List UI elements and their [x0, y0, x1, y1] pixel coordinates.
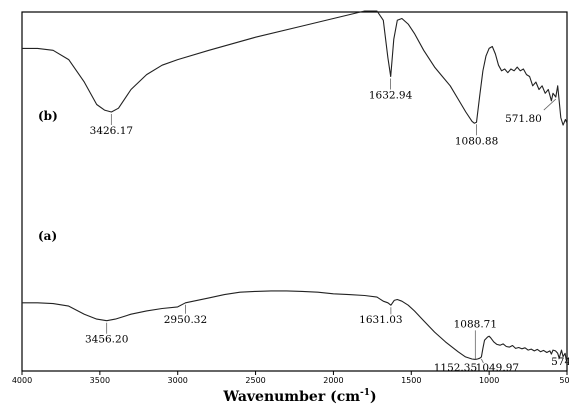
x-axis-title: Wavenumber (cm-1): [222, 388, 376, 405]
x-tick-label-4000: 4000: [12, 376, 32, 385]
x-tick-label-3500: 3500: [90, 376, 110, 385]
peak-label-1049.97: 1049.97: [476, 362, 519, 374]
peak-label-1152.35: 1152.35: [434, 362, 477, 374]
series-line-a: [22, 290, 568, 361]
series-label-a: (a): [38, 229, 57, 243]
spectrum-traces: [22, 10, 568, 361]
peak-label-1088.71: 1088.71: [454, 318, 497, 330]
peak-label-2950.32: 2950.32: [164, 314, 207, 326]
series-line-b: [22, 10, 568, 126]
peak-label-574.06: 574.06: [551, 356, 569, 368]
peak-label-1631.03: 1631.03: [359, 314, 402, 326]
plot-border: [21, 11, 568, 372]
x-tick-label-2000: 2000: [323, 376, 343, 385]
x-tick-label-2500: 2500: [245, 376, 265, 385]
series-label-b: (b): [38, 109, 58, 123]
plot-frame: [21, 11, 568, 372]
x-axis-title-text: Wavenumber (cm: [222, 389, 360, 405]
x-tick-label-3000: 3000: [168, 376, 188, 385]
peak-label-571.80: 571.80: [505, 113, 542, 125]
x-axis-ticks: 4000 3500 3000 2500 2000 1500 1000 500: [12, 371, 569, 385]
peak-label-3426.17: 3426.17: [90, 125, 133, 137]
peak-label-1080.88: 1080.88: [455, 135, 498, 147]
x-tick-label-1500: 1500: [401, 376, 421, 385]
peak-leader-lines: [106, 78, 557, 364]
series-labels: (b) (a): [38, 109, 58, 243]
x-tick-label-1000: 1000: [479, 376, 499, 385]
peak-label-3456.20: 3456.20: [85, 334, 128, 346]
peak-label-1632.94: 1632.94: [369, 89, 413, 101]
peak-leader-1049.97: [481, 358, 484, 364]
peak-leader-571.80: [543, 98, 557, 111]
x-axis-title-close: ): [370, 389, 377, 405]
peak-labels: 3426.17 1632.94 1080.88 571.80 3456.20 2950.3…: [85, 89, 569, 373]
x-tick-label-500: 500: [559, 376, 569, 385]
x-axis-title-unit: -1: [360, 388, 370, 398]
